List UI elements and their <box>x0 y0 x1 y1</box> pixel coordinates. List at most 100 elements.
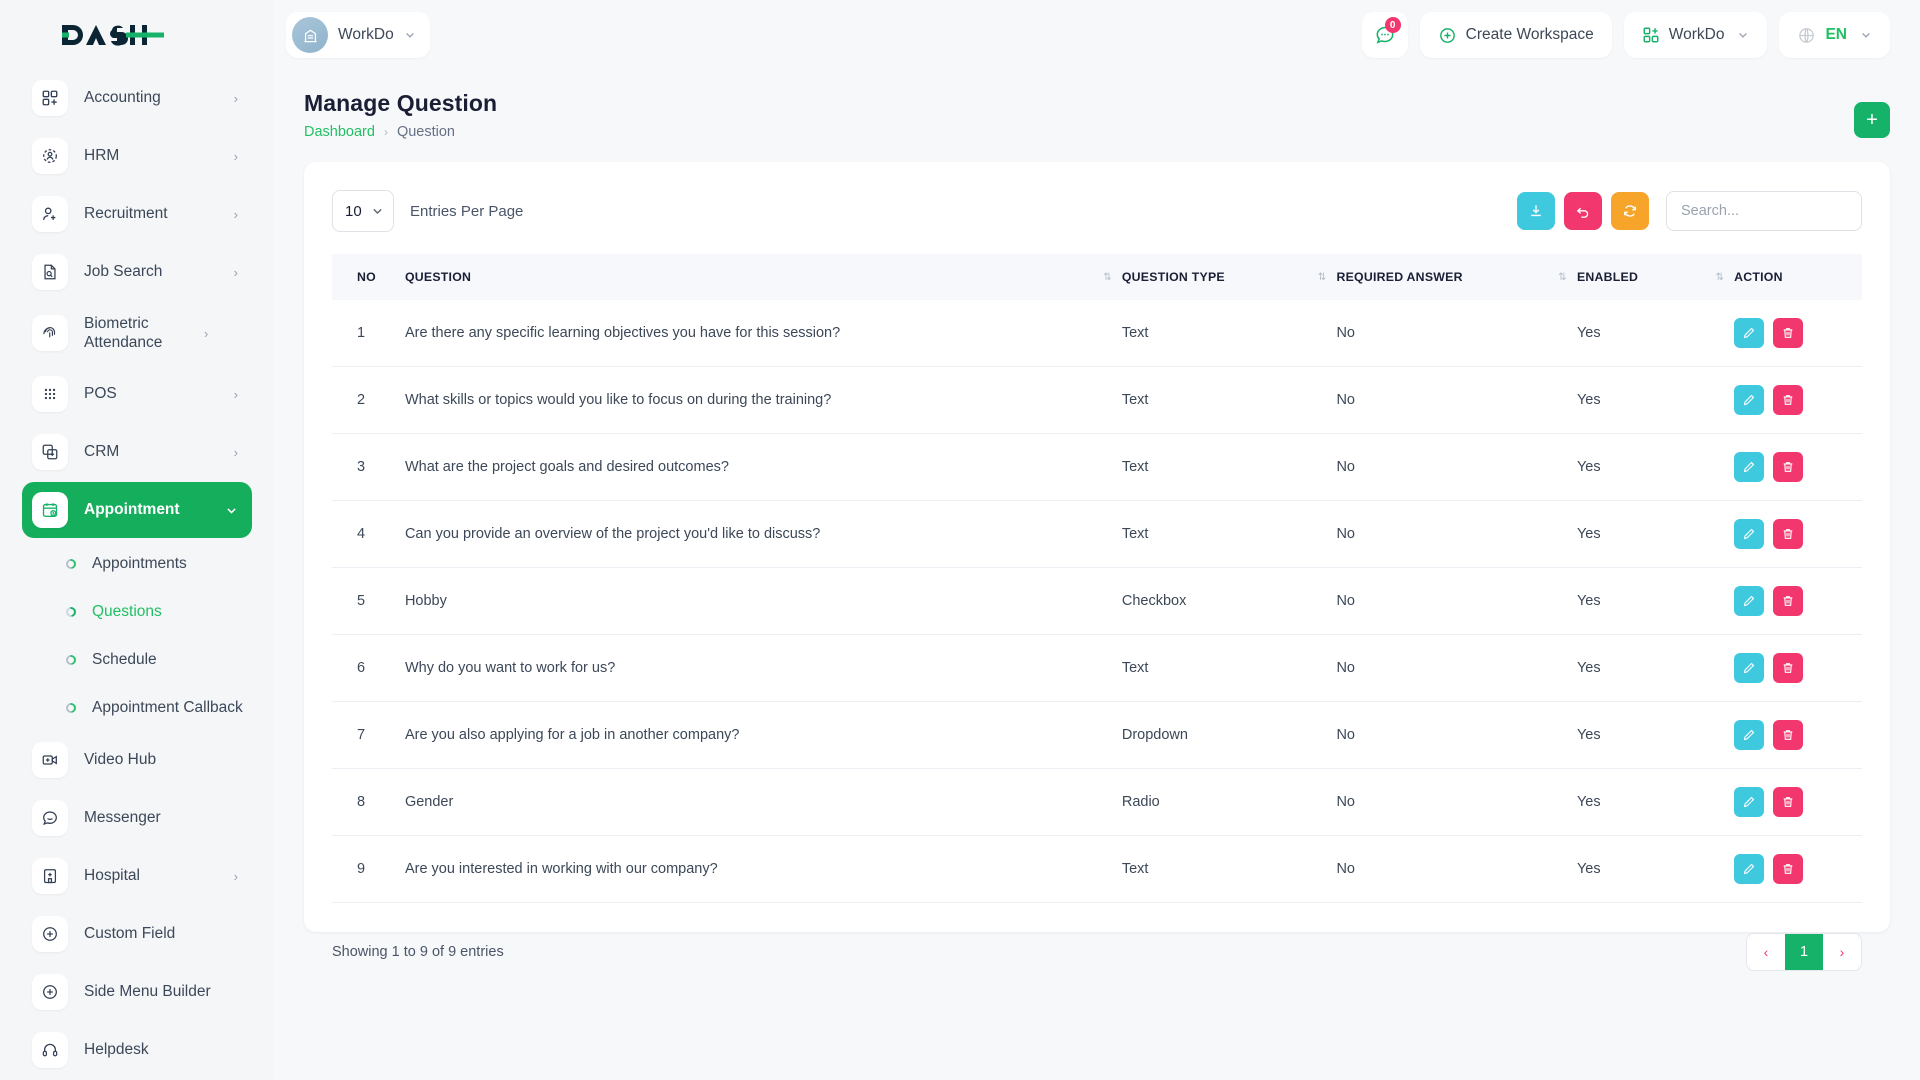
sidebar-item-hrm[interactable]: HRM › <box>22 128 252 184</box>
add-question-button[interactable]: + <box>1854 102 1890 138</box>
cell-enabled: Yes <box>1576 500 1735 568</box>
trash-icon <box>1781 661 1795 675</box>
delete-row-button[interactable] <box>1773 720 1804 750</box>
cell-no: 7 <box>332 701 405 769</box>
messages-button[interactable]: 0 <box>1361 12 1408 58</box>
sidebar-item-side-menu-builder[interactable]: Side Menu Builder <box>22 964 252 1020</box>
pagination-prev-button[interactable]: ‹ <box>1747 934 1785 970</box>
delete-row-button[interactable] <box>1773 385 1804 415</box>
language-selector[interactable]: EN <box>1779 12 1890 58</box>
search-input[interactable] <box>1666 191 1862 231</box>
sidebar-item-label: POS <box>84 385 117 403</box>
sidebar-item-video-hub[interactable]: Video Hub <box>22 732 252 788</box>
table-row: 1 Are there any specific learning objecti… <box>332 300 1862 367</box>
workdo-menu-button[interactable]: WorkDo <box>1623 12 1768 58</box>
cell-question: Can you provide an overview of the proje… <box>404 500 1122 568</box>
breadcrumb-dashboard[interactable]: Dashboard <box>304 124 375 140</box>
edit-row-button[interactable] <box>1734 385 1765 415</box>
cell-no: 6 <box>332 634 405 702</box>
table-header-row: NO QUESTION ⇅ QUESTION TYPE ⇅ <box>332 254 1862 300</box>
delete-row-button[interactable] <box>1773 653 1804 683</box>
sort-toggle-icon[interactable]: ⇅ <box>1715 271 1725 283</box>
dash-logo-icon <box>62 25 164 46</box>
building-icon <box>292 17 328 53</box>
globe-icon <box>1797 26 1816 45</box>
delete-row-button[interactable] <box>1773 854 1804 884</box>
hospital-icon <box>32 858 68 894</box>
trash-icon <box>1781 527 1795 541</box>
sidebar-item-helpdesk[interactable]: Helpdesk <box>22 1022 252 1078</box>
create-workspace-button[interactable]: Create Workspace <box>1419 12 1612 58</box>
pencil-icon <box>1742 661 1756 675</box>
chevron-right-icon: › <box>204 325 209 341</box>
pagination-next-button[interactable]: › <box>1823 934 1861 970</box>
cell-no: 1 <box>332 300 405 367</box>
sidebar-item-job-search[interactable]: Job Search › <box>22 244 252 300</box>
column-header-question[interactable]: QUESTION ⇅ <box>404 254 1122 300</box>
cell-action <box>1734 366 1862 434</box>
refresh-button[interactable] <box>1611 192 1649 230</box>
sidebar-subitem-questions[interactable]: Questions <box>22 588 252 636</box>
table-head: NO QUESTION ⇅ QUESTION TYPE ⇅ <box>332 254 1862 300</box>
sidebar-item-accounting[interactable]: Accounting › <box>22 70 252 126</box>
column-header-no[interactable]: NO <box>332 254 405 300</box>
cell-question-type: Text <box>1121 500 1337 568</box>
undo-icon <box>1576 207 1589 218</box>
app-logo[interactable] <box>0 0 274 70</box>
edit-row-button[interactable] <box>1734 586 1765 616</box>
breadcrumb-current: Question <box>396 124 455 140</box>
cell-no: 9 <box>332 835 405 903</box>
edit-row-button[interactable] <box>1734 854 1765 884</box>
delete-row-button[interactable] <box>1773 318 1804 348</box>
table-row: 3 What are the project goals and desired … <box>332 433 1862 501</box>
sidebar-item-messenger[interactable]: Messenger <box>22 790 252 846</box>
delete-row-button[interactable] <box>1773 586 1804 616</box>
pencil-icon <box>1742 795 1756 809</box>
cell-question: Hobby <box>404 567 1122 635</box>
sort-toggle-icon[interactable]: ⇅ <box>1317 271 1327 283</box>
reset-button[interactable] <box>1564 192 1602 230</box>
edit-row-button[interactable] <box>1734 318 1765 348</box>
chevron-right-icon: › <box>233 90 238 106</box>
sort-toggle-icon[interactable]: ⇅ <box>1103 271 1112 283</box>
edit-row-button[interactable] <box>1734 720 1765 750</box>
delete-row-button[interactable] <box>1773 787 1804 817</box>
sidebar-item-crm[interactable]: CRM › <box>22 424 252 480</box>
sidebar-item-recruitment[interactable]: Recruitment › <box>22 186 252 242</box>
sidebar-item-label: Messenger <box>84 809 161 827</box>
sidebar-item-appointment[interactable]: Appointment <box>22 482 252 538</box>
workspace-switcher[interactable]: WorkDo <box>286 12 430 58</box>
sidebar-item-pos[interactable]: POS › <box>22 366 252 422</box>
cell-enabled: Yes <box>1576 634 1735 702</box>
sidebar-subitem-appointments[interactable]: Appointments <box>22 540 252 588</box>
trash-icon <box>1781 460 1795 474</box>
sidebar-subitem-schedule[interactable]: Schedule <box>22 636 252 684</box>
sidebar-item-biometric-attendance[interactable]: Biometric Attendance › <box>22 302 252 364</box>
cell-no: 8 <box>332 768 405 836</box>
sidebar-item-hospital[interactable]: Hospital › <box>22 848 252 904</box>
delete-row-button[interactable] <box>1773 452 1804 482</box>
delete-row-button[interactable] <box>1773 519 1804 549</box>
trash-icon <box>1781 862 1795 876</box>
sort-toggle-icon[interactable]: ⇅ <box>1558 271 1567 283</box>
column-header-enabled[interactable]: ENABLED ⇅ <box>1576 254 1735 300</box>
trash-icon <box>1781 326 1795 340</box>
entries-per-page-select[interactable]: 102550100 <box>332 190 394 232</box>
column-label: REQUIRED ANSWER <box>1336 270 1463 284</box>
cell-question-type: Checkbox <box>1121 567 1337 635</box>
edit-row-button[interactable] <box>1734 787 1765 817</box>
sidebar-item-label: Video Hub <box>84 751 157 769</box>
edit-row-button[interactable] <box>1734 452 1765 482</box>
cell-action <box>1734 634 1862 702</box>
edit-row-button[interactable] <box>1734 519 1765 549</box>
column-header-question-type[interactable]: QUESTION TYPE ⇅ <box>1121 254 1337 300</box>
sidebar-item-label: Helpdesk <box>84 1041 149 1059</box>
sidebar-item-custom-field[interactable]: Custom Field <box>22 906 252 962</box>
sidebar-subitem-appointment-callback[interactable]: Appointment Callback <box>22 684 252 732</box>
calendar-clock-icon <box>32 492 68 528</box>
hrm-circle-icon <box>32 138 68 174</box>
pagination-page-1[interactable]: 1 <box>1785 934 1823 970</box>
column-header-required-answer[interactable]: REQUIRED ANSWER ⇅ <box>1336 254 1577 300</box>
export-button[interactable] <box>1517 192 1555 230</box>
edit-row-button[interactable] <box>1734 653 1765 683</box>
